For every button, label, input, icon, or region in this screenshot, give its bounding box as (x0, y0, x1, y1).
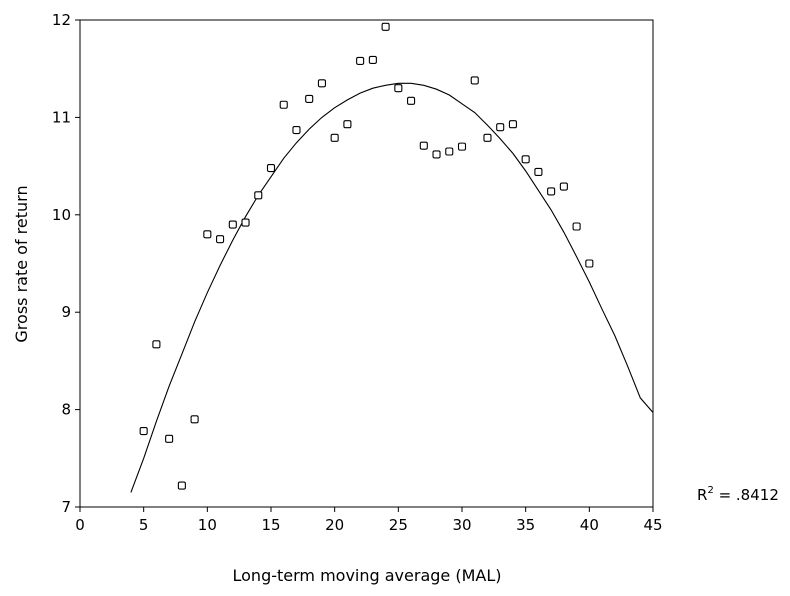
y-tick-label: 8 (61, 401, 71, 419)
data-point (330, 133, 339, 142)
data-point (496, 123, 505, 132)
data-point (152, 340, 161, 349)
data-point (190, 415, 199, 424)
y-tick-label: 10 (52, 206, 71, 224)
x-tick-label: 40 (580, 516, 599, 534)
fit-curve (130, 82, 654, 493)
data-point (292, 126, 301, 135)
data-point (445, 147, 454, 156)
data-point (228, 220, 237, 229)
data-point (216, 235, 225, 244)
y-tick-label: 9 (61, 303, 71, 321)
data-points (139, 22, 594, 490)
x-tick-label: 15 (261, 516, 280, 534)
plot-frame (79, 19, 654, 508)
x-tick-label: 30 (452, 516, 471, 534)
y-tick-label: 11 (52, 108, 71, 126)
fit-curve-group (130, 82, 654, 493)
y-tick-label: 12 (52, 11, 71, 29)
x-tick-label: 25 (389, 516, 408, 534)
data-point (559, 182, 568, 191)
data-point (343, 120, 352, 129)
x-tick-label: 20 (325, 516, 344, 534)
data-point (241, 218, 250, 227)
r-squared-superscript: 2 (707, 485, 713, 496)
x-tick-label: 5 (139, 516, 149, 534)
data-point (266, 163, 276, 173)
data-point (254, 191, 263, 200)
data-point (139, 426, 148, 436)
data-point (356, 56, 365, 65)
y-tick-label: 7 (61, 498, 71, 516)
data-point (547, 187, 556, 196)
data-point (177, 481, 186, 490)
data-point (203, 230, 212, 239)
x-tick-label: 10 (198, 516, 217, 534)
x-tick-label: 0 (75, 516, 85, 534)
data-point (572, 222, 581, 231)
data-point (508, 120, 517, 129)
data-point (165, 434, 174, 443)
data-point (470, 76, 479, 85)
data-point (432, 150, 441, 159)
data-point (394, 84, 403, 93)
data-point (534, 167, 543, 176)
data-point (585, 259, 594, 268)
x-tick-label: 45 (643, 516, 662, 534)
x-axis: 0 5 10 15 20 25 30 35 40 45 (75, 507, 663, 534)
r-squared-prefix: R (697, 486, 707, 504)
data-point (279, 100, 288, 109)
data-point (305, 94, 314, 103)
data-point (407, 96, 416, 105)
data-point (317, 79, 326, 88)
data-point (368, 55, 377, 64)
y-axis: 7 8 9 10 11 12 (52, 11, 80, 516)
y-axis-title: Gross rate of return (12, 185, 31, 342)
x-axis-title: Long-term moving average (MAL) (233, 566, 502, 585)
data-point (521, 155, 530, 164)
r-squared-value: = .8412 (714, 486, 779, 504)
data-point (419, 141, 428, 150)
x-tick-label: 35 (516, 516, 535, 534)
data-point (457, 142, 467, 151)
r-squared-label: R2 = .8412 (697, 485, 779, 504)
data-point (381, 22, 390, 31)
data-point (483, 133, 492, 142)
